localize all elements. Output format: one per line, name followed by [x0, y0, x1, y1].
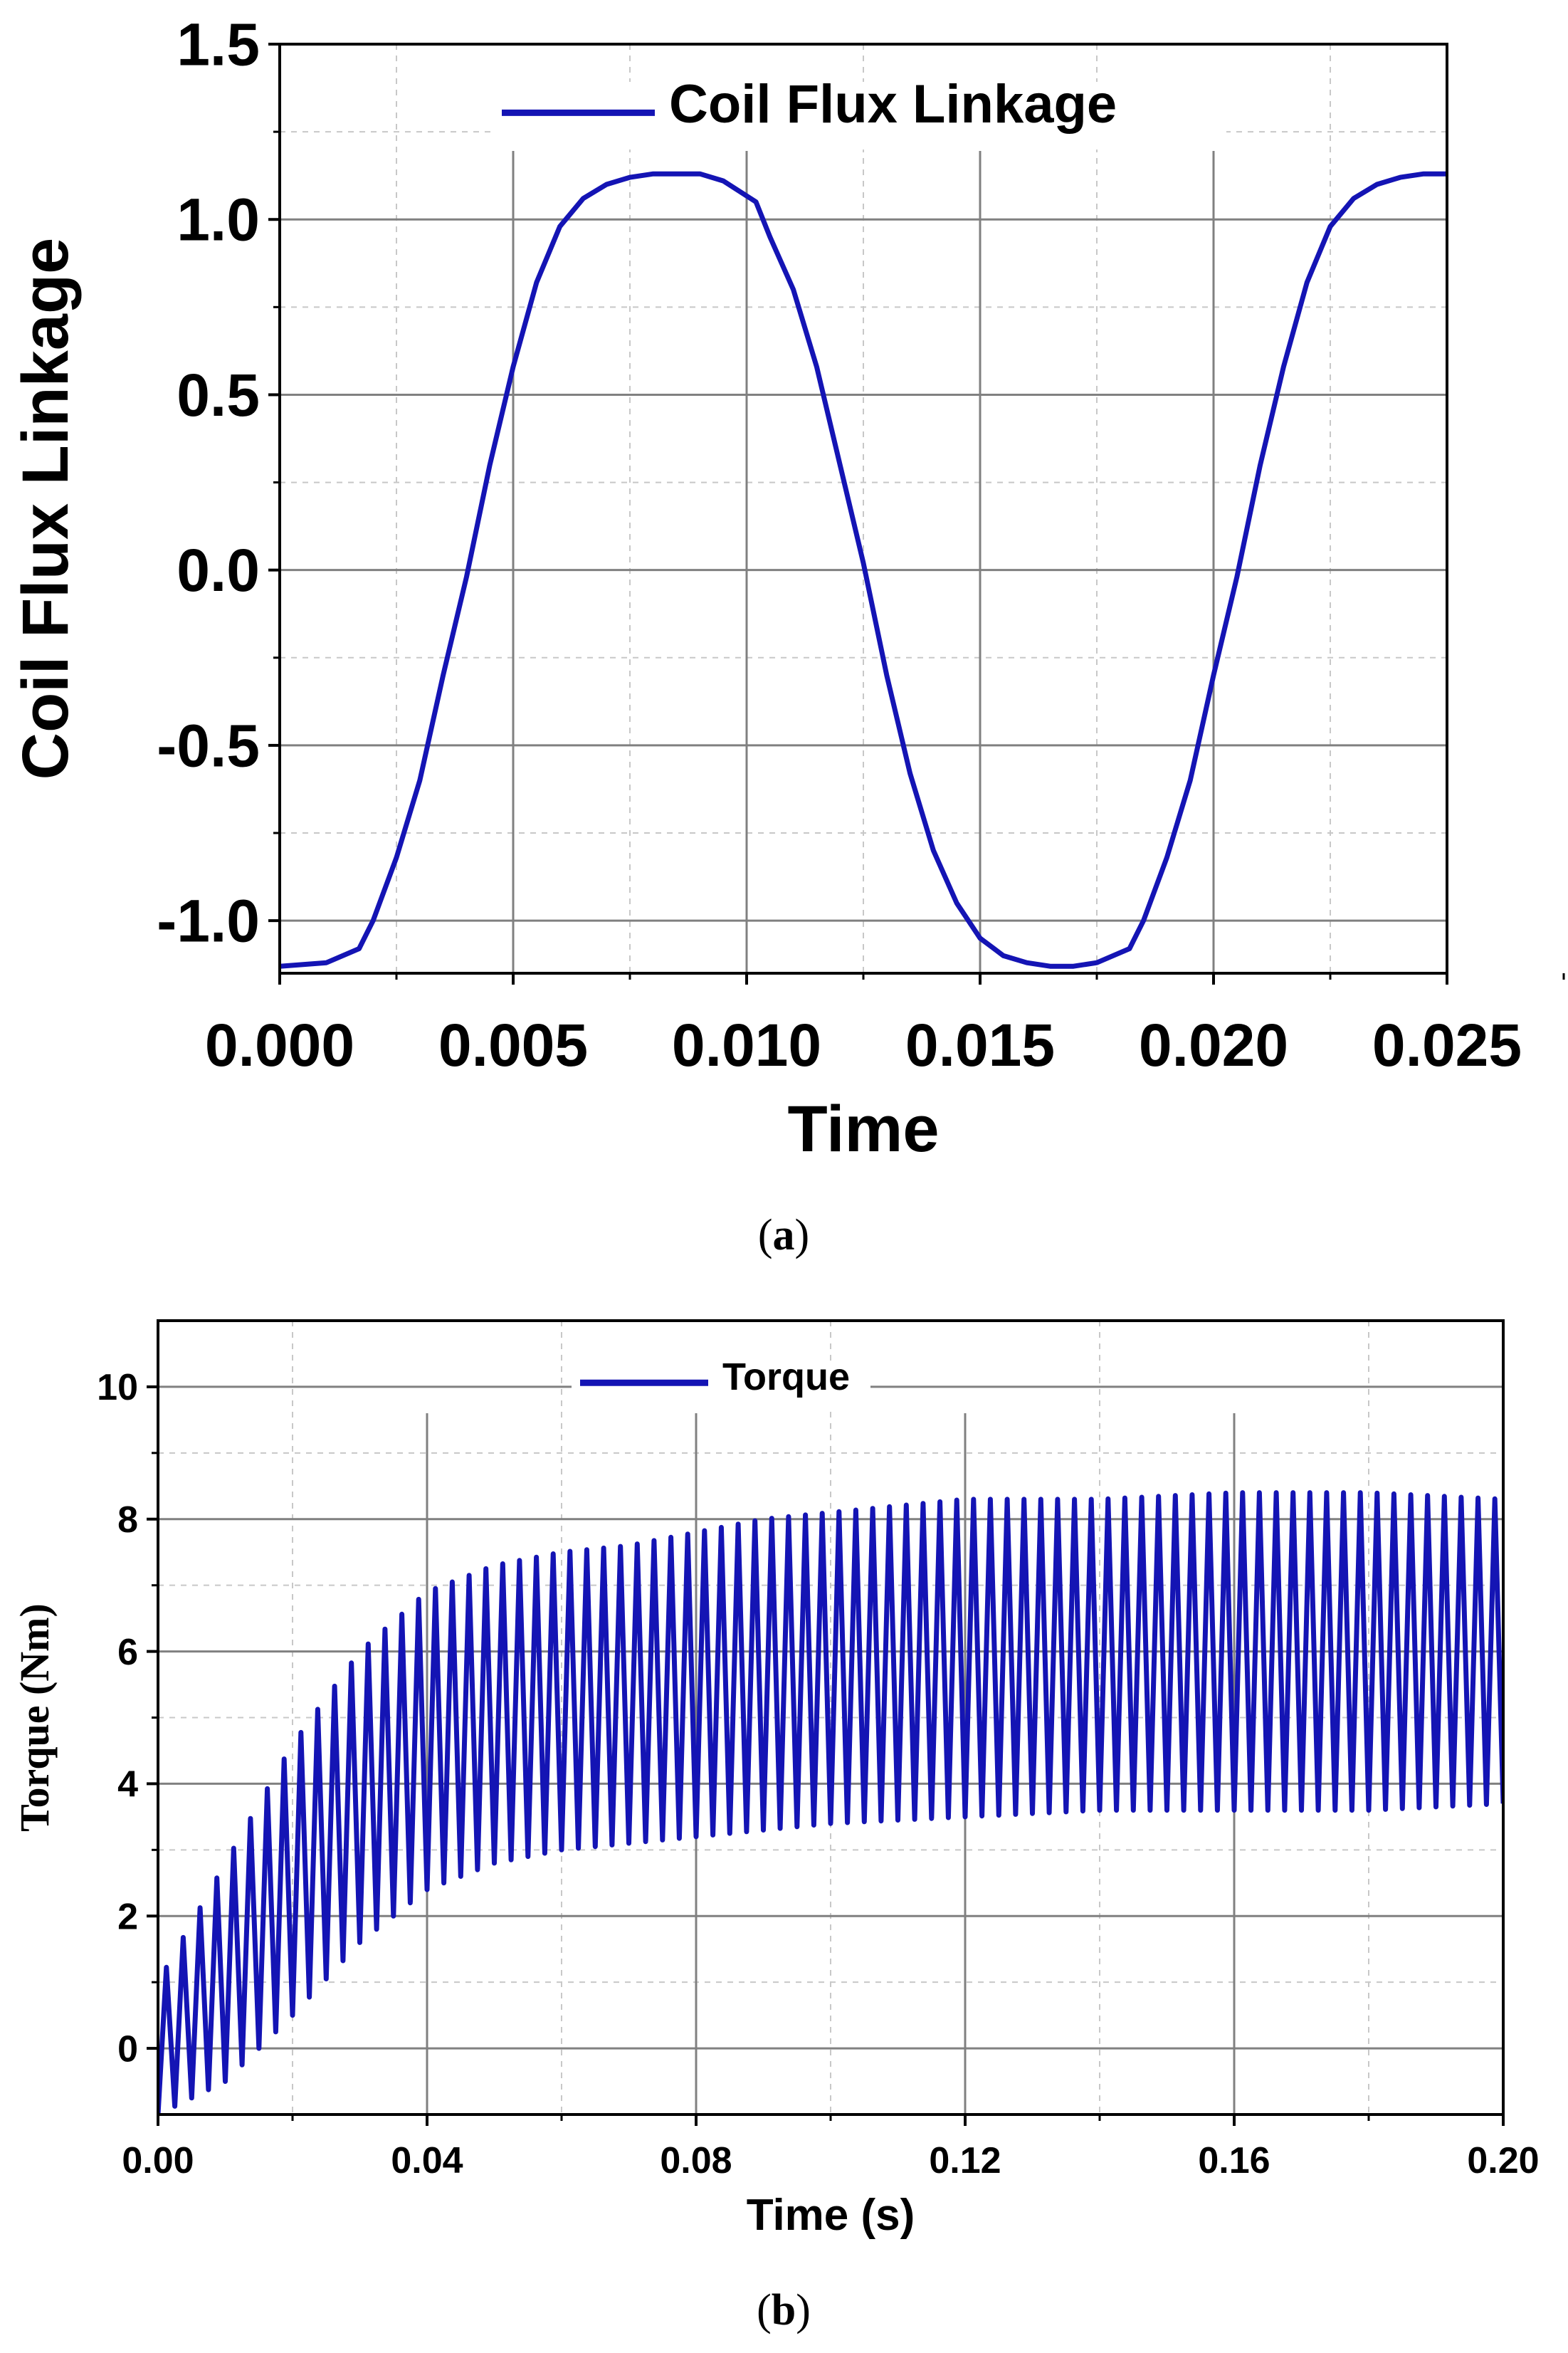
chart-b-torque: 0.00 0.04 0.08 0.12 0.16 0.20 0 2 4 6 8 10 Time (s) T… — [11, 1319, 1540, 2240]
legend: Torque — [572, 1356, 870, 1409]
x-tick-label: 0.005 — [438, 1012, 588, 1079]
y-tick-label: 0 — [117, 2028, 138, 2070]
caption-letter-a: a — [772, 1211, 795, 1259]
y-tick-label: -1.0 — [157, 888, 260, 955]
y-axis-label: Torque (Nm) — [11, 1603, 58, 1832]
caption-open-paren: ( — [757, 1211, 773, 1259]
y-tick-label: 0.5 — [177, 362, 260, 429]
panel-a-caption: (a) — [677, 1210, 890, 1261]
y-tick-label: 1.0 — [177, 187, 260, 253]
x-tick-label: 0.010 — [672, 1012, 821, 1079]
x-tick-label: 0.000 — [205, 1012, 354, 1079]
minor-grid — [280, 44, 1447, 973]
panel-b-caption: (b) — [677, 2285, 890, 2336]
x-tick-label: 0.12 — [929, 2140, 1001, 2181]
y-tick-label: 10 — [97, 1367, 138, 1408]
x-tick-label: 0.16 — [1198, 2140, 1270, 2181]
x-tick-label: 0.020 — [1139, 1012, 1288, 1079]
legend-label: Coil Flux Linkage — [669, 74, 1117, 135]
x-tick-label: 0.20 — [1467, 2140, 1539, 2181]
x-tick-label: 0.08 — [660, 2140, 732, 2181]
x-tick-label: 0.00 — [122, 2140, 194, 2181]
x-tick-label: 0.04 — [391, 2140, 463, 2181]
caption-letter-b: b — [771, 2286, 796, 2334]
y-tick-label: 8 — [117, 1499, 138, 1541]
y-axis-label: Coil Flux Linkage — [9, 238, 82, 780]
x-axis-label: Time (s) — [747, 2191, 915, 2240]
legend-label: Torque — [722, 1356, 850, 1398]
y-tick-label: 2 — [117, 1896, 138, 1937]
caption-close-paren: ) — [796, 2286, 811, 2334]
y-tick-label: 0.0 — [177, 537, 260, 604]
caption-close-paren: ) — [794, 1211, 810, 1259]
x-tick-label: 0.015 — [905, 1012, 1055, 1079]
ticks — [147, 1385, 1505, 2126]
caption-open-paren: ( — [757, 2286, 772, 2334]
y-tick-label: 4 — [117, 1764, 138, 1806]
ticks — [268, 43, 1565, 985]
y-tick-label: -0.5 — [157, 712, 260, 779]
major-grid — [280, 151, 1447, 973]
y-tick-label: 6 — [117, 1632, 138, 1673]
x-axis-label: Time — [787, 1093, 939, 1165]
chart-a-flux-linkage: 0.000 0.005 0.010 0.015 0.020 0.025 -1.0 -0.5 0.… — [9, 11, 1565, 1165]
y-tick-label: 1.5 — [177, 11, 260, 78]
series-line-b — [158, 1490, 1503, 2114]
legend: Coil Flux Linkage — [493, 74, 1226, 150]
series-line-a — [280, 171, 1447, 969]
x-tick-label: 0.025 — [1372, 1012, 1522, 1079]
